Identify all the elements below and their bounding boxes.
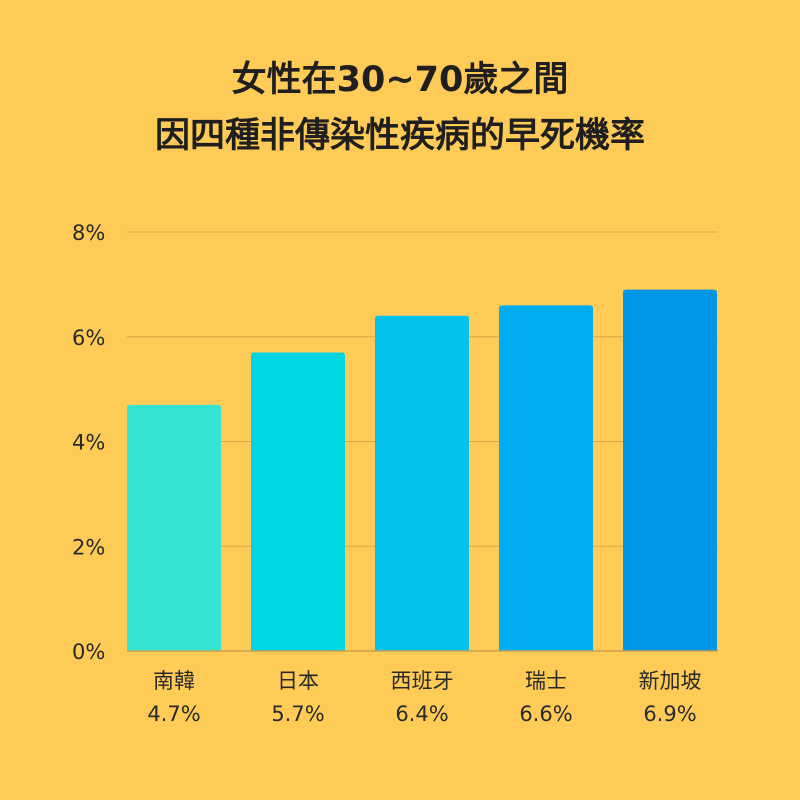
x-tick-label: 南韓	[153, 669, 195, 693]
bar	[375, 315, 469, 651]
y-tick-label: 0%	[72, 640, 105, 664]
data-label: 6.9%	[643, 702, 696, 726]
data-label: 6.6%	[519, 702, 572, 726]
x-tick-label: 瑞士	[525, 669, 567, 693]
data-label: 4.7%	[147, 702, 200, 726]
chart-title-line-1: 女性在30~70歲之間	[231, 60, 569, 100]
data-label: 6.4%	[395, 702, 448, 726]
y-tick-label: 6%	[72, 326, 105, 350]
y-tick-label: 8%	[72, 221, 105, 245]
x-tick-label: 日本	[277, 669, 319, 693]
bar	[127, 404, 221, 651]
bar	[499, 305, 593, 651]
y-tick-label: 4%	[72, 431, 105, 455]
data-label: 5.7%	[271, 702, 324, 726]
bar	[251, 352, 345, 651]
chart-title-line-2: 因四種非傳染性疾病的早死機率	[154, 116, 645, 156]
y-tick-label: 2%	[72, 535, 105, 559]
chart-title: 女性在30~70歲之間 因四種非傳染性疾病的早死機率	[0, 52, 800, 164]
x-tick-label: 西班牙	[391, 669, 454, 693]
x-tick-label: 新加坡	[639, 669, 702, 693]
bar	[623, 289, 717, 651]
